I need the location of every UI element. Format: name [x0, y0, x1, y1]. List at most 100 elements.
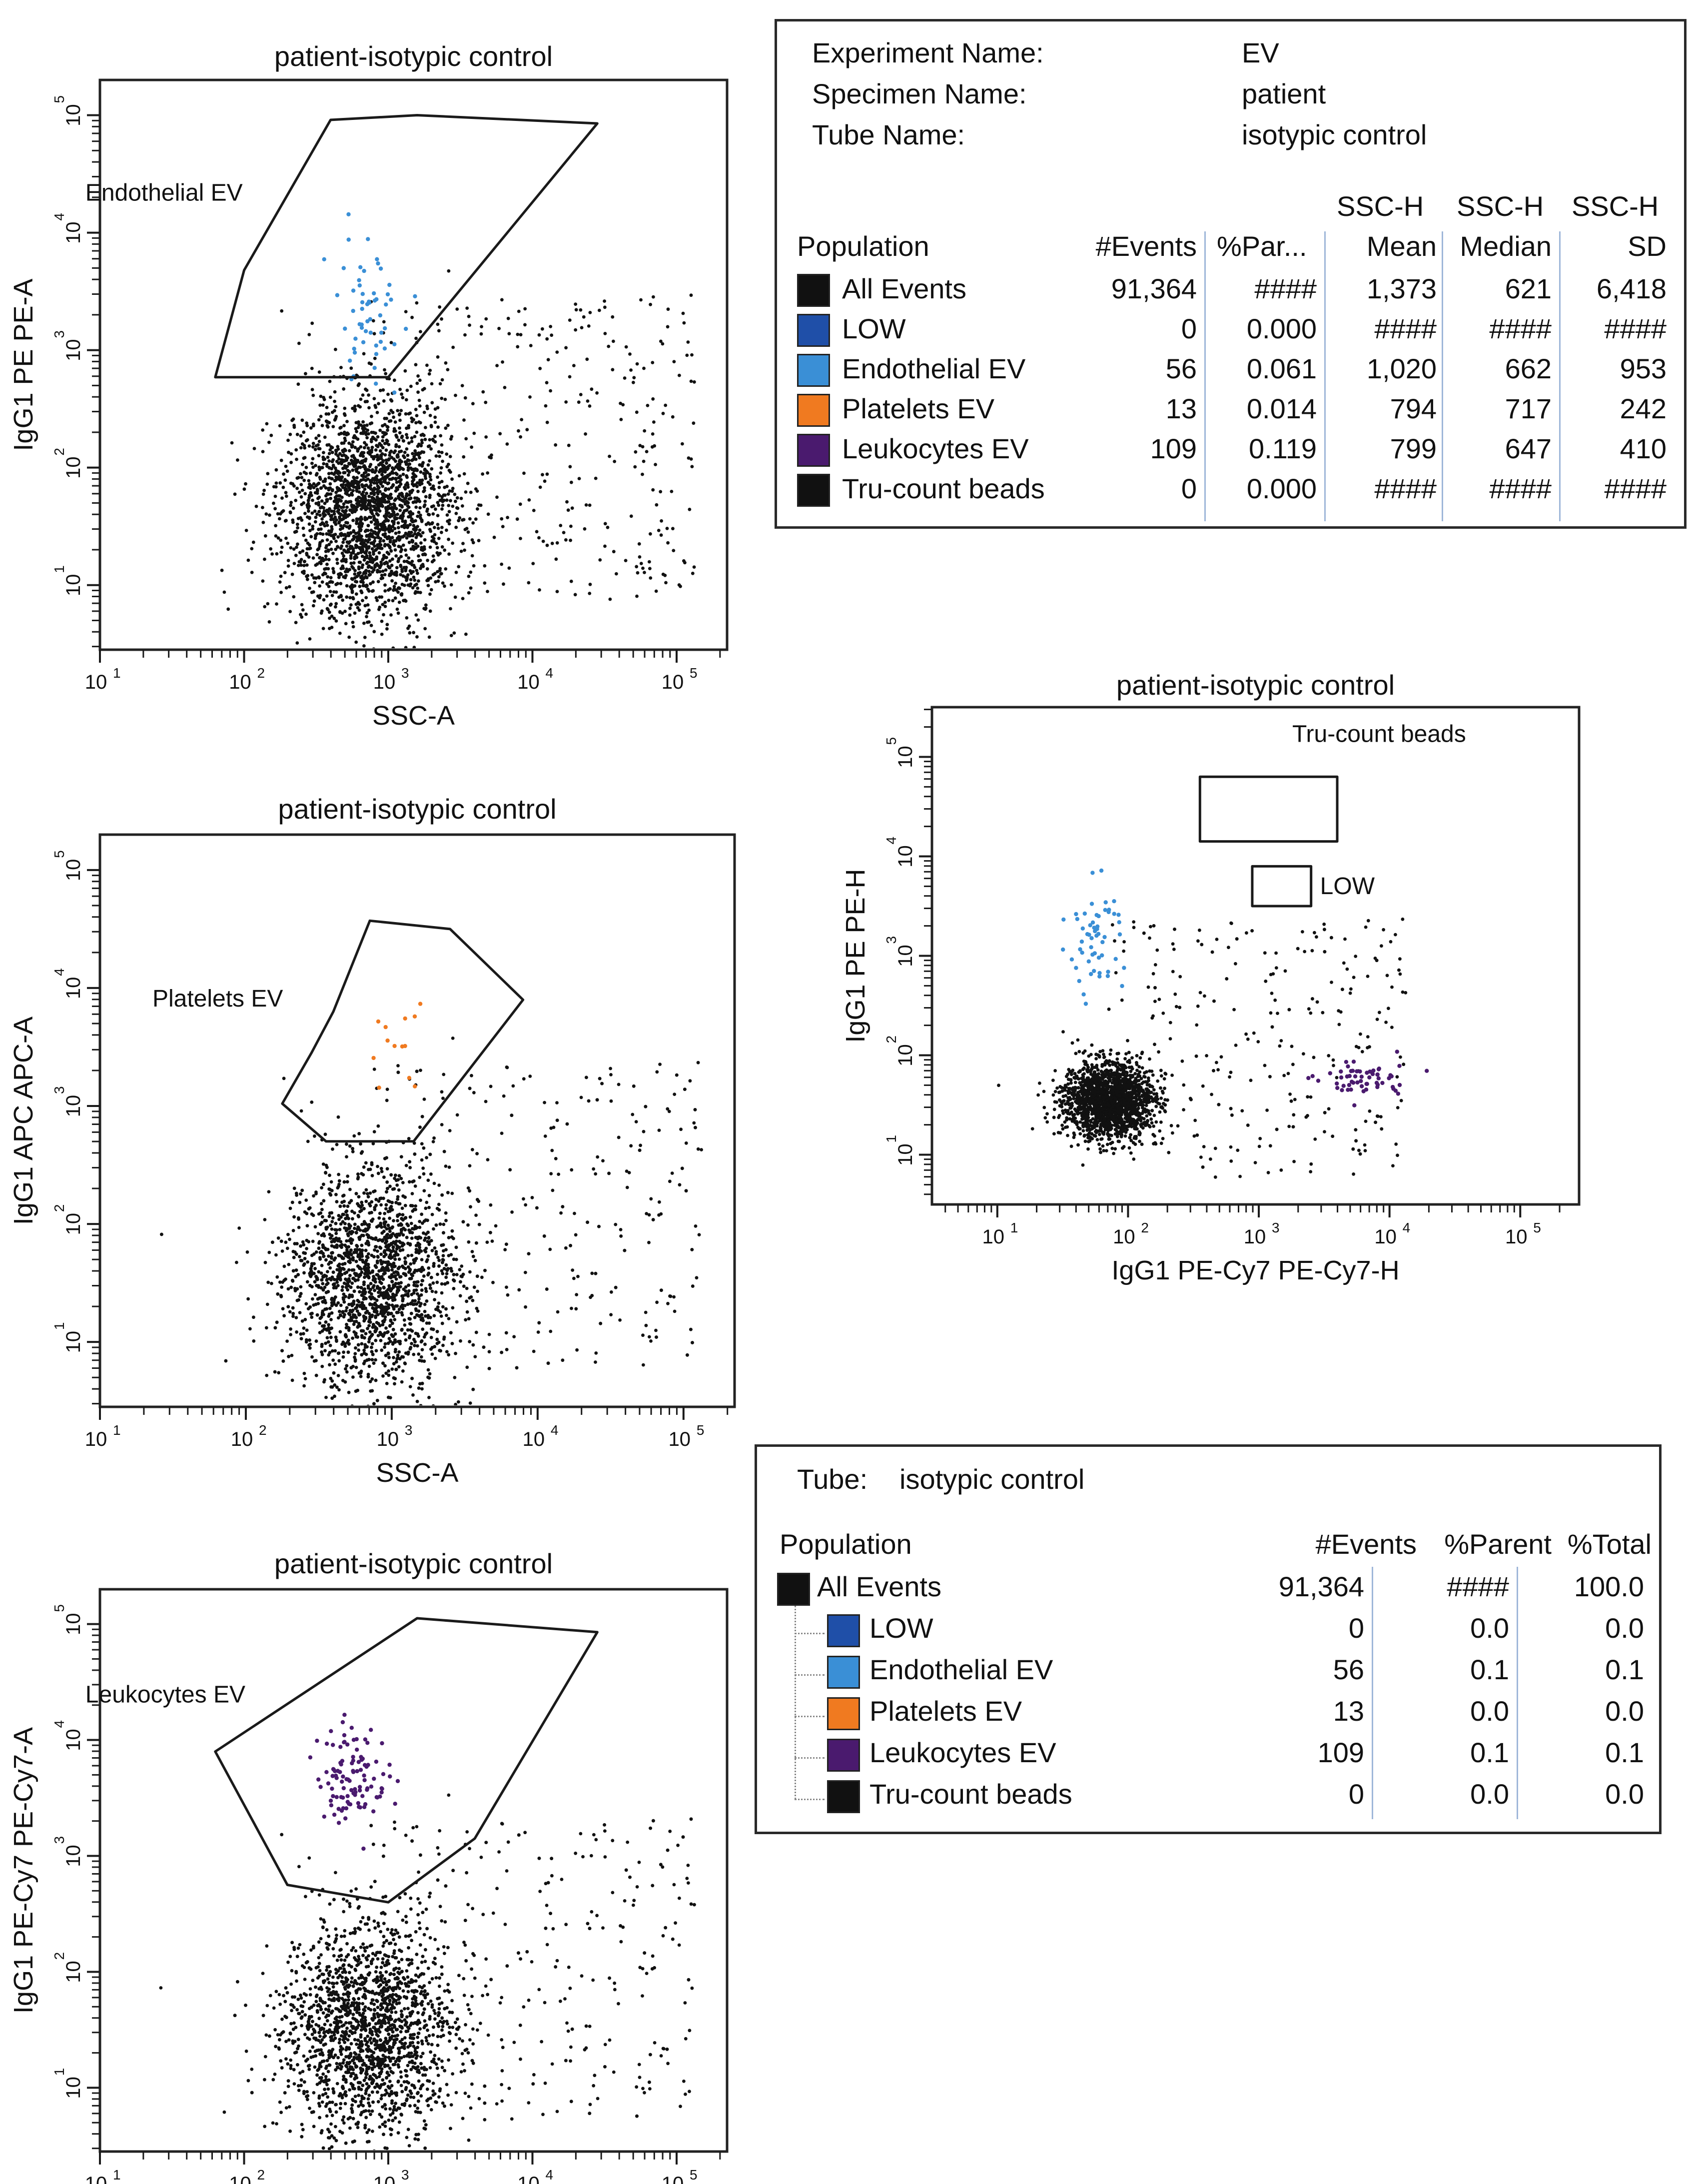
event-dot: [549, 389, 552, 393]
event-dot: [338, 610, 342, 614]
event-dot: [288, 1310, 292, 1314]
population-dots: [322, 212, 417, 395]
event-dot: [252, 447, 256, 450]
event-dot: [355, 1244, 359, 1248]
event-dot: [355, 521, 358, 525]
event-dot: [679, 584, 682, 588]
event-dot: [424, 1314, 427, 1318]
event-dot: [460, 384, 464, 387]
event-dot: [351, 468, 355, 472]
event-dot: [365, 611, 369, 615]
event-dot: [444, 1263, 448, 1267]
event-dot: [353, 611, 357, 615]
event-dot: [585, 357, 589, 361]
event-dot: [329, 1278, 333, 1282]
event-dot: [266, 602, 270, 606]
event-dot: [310, 366, 314, 370]
event-dot: [391, 1342, 395, 1346]
event-dot: [341, 1194, 345, 1198]
event-dot: [387, 1355, 391, 1359]
event-dot: [420, 1348, 424, 1352]
event-dot: [356, 482, 359, 486]
event-dot: [302, 1371, 306, 1375]
event-dot: [572, 1276, 576, 1280]
event-dot: [454, 570, 458, 574]
event-dot: [445, 1350, 449, 1354]
event-dot: [294, 621, 298, 624]
event-dot: [311, 441, 315, 445]
event-dot: [334, 1335, 338, 1339]
event-dot: [264, 1326, 268, 1330]
event-dot: [300, 488, 304, 492]
event-dot: [408, 584, 412, 588]
event-dot: [447, 510, 451, 514]
event-dot: [359, 445, 363, 449]
event-dot: [603, 299, 606, 303]
event-dot: [384, 1353, 388, 1357]
event-dot: [349, 531, 353, 535]
event-dot: [336, 472, 340, 475]
event-dot: [381, 521, 385, 525]
event-dot: [348, 1187, 352, 1191]
event-dot: [374, 431, 377, 435]
event-dot: [377, 1294, 381, 1298]
event-dot: [282, 1077, 286, 1081]
event-dot: [318, 541, 322, 545]
event-dot: [284, 1240, 288, 1244]
event-dot: [396, 512, 399, 516]
event-dot: [330, 580, 334, 584]
event-dot: [349, 1257, 352, 1261]
event-dot: [307, 509, 310, 513]
event-dot: [318, 447, 322, 451]
event-dot: [361, 420, 365, 424]
event-dot: [349, 1241, 353, 1245]
event-dot: [412, 631, 415, 635]
event-dot: [388, 472, 392, 476]
event-dot: [377, 1199, 381, 1203]
event-dot: [573, 1211, 576, 1215]
event-dot: [347, 534, 351, 537]
event-dot: [288, 432, 292, 436]
event-dot: [377, 1224, 381, 1228]
event-dot: [366, 529, 370, 532]
event-dot: [432, 558, 436, 562]
event-dot: [517, 1288, 521, 1292]
event-dot: [408, 515, 412, 519]
event-dot: [397, 1202, 401, 1206]
event-dot: [362, 446, 366, 450]
event-dot: [330, 1256, 333, 1260]
event-dot: [360, 554, 364, 558]
event-dot: [326, 1281, 330, 1285]
event-dot: [424, 1218, 428, 1222]
event-dot: [431, 1327, 435, 1331]
event-dot: [501, 360, 504, 364]
event-dot: [363, 1345, 367, 1349]
event-dot: [278, 517, 281, 521]
event-dot: [315, 1284, 318, 1287]
event-dot: [328, 1232, 332, 1236]
event-dot: [389, 549, 393, 553]
event-dot: [474, 517, 478, 521]
event-dot: [284, 536, 288, 540]
event-dot: [287, 450, 290, 454]
event-dot: [397, 530, 401, 534]
event-dot: [436, 501, 440, 504]
event-dot: [302, 560, 306, 564]
event-dot: [439, 471, 443, 475]
event-dot: [374, 1236, 378, 1240]
event-dot: [395, 455, 399, 459]
event-dot: [315, 512, 319, 516]
event-dot: [428, 1372, 432, 1376]
event-dot: [397, 450, 401, 454]
event-dot: [299, 446, 303, 450]
event-dot: [449, 1266, 453, 1270]
event-dot: [619, 418, 623, 421]
event-dot: [311, 498, 314, 502]
event-dot: [486, 590, 489, 593]
event-dot: [284, 494, 288, 498]
event-dot: [412, 524, 416, 527]
event-dot: [330, 1296, 334, 1300]
event-dot: [372, 647, 375, 648]
event-dot: [333, 409, 336, 413]
